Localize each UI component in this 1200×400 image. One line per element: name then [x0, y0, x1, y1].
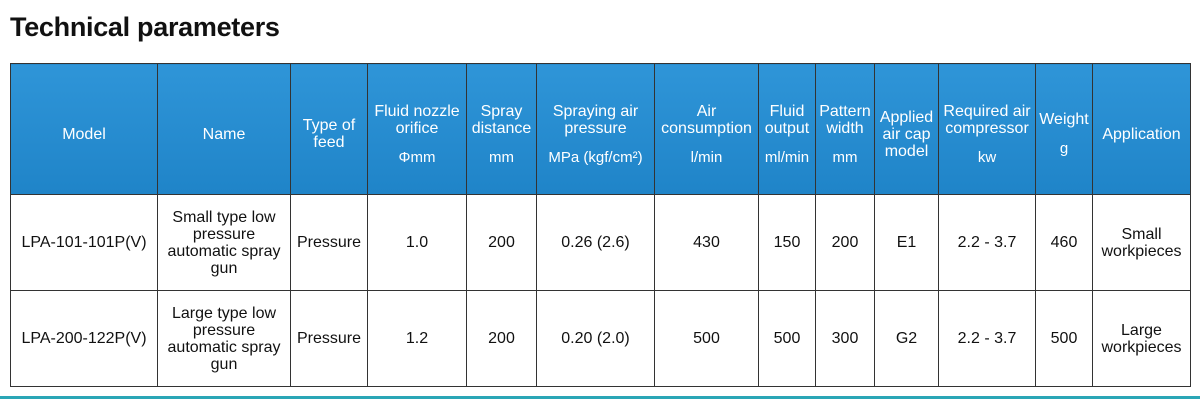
header-content: Pattern width mm	[818, 103, 872, 166]
column-header: Applied air cap model	[874, 63, 939, 195]
header-content: Spray distance mm	[469, 103, 534, 166]
table-cell: 1.0	[367, 194, 467, 291]
spec-table: Model Name Type of feed Fluid nozzle orific…	[10, 63, 1191, 387]
table-cell: 150	[758, 194, 816, 291]
header-content: Model	[13, 126, 155, 143]
column-header: Type of feed	[290, 63, 368, 195]
column-header: Application	[1092, 63, 1191, 195]
table-cell: Small type low pressure automatic spray …	[157, 194, 291, 291]
table-cell: 430	[654, 194, 759, 291]
header-content: Applied air cap model	[877, 109, 936, 160]
header-label: Spray distance	[471, 102, 532, 137]
footer-rule	[0, 396, 1200, 399]
column-header: Model	[10, 63, 158, 195]
table-cell: 0.26 (2.6)	[536, 194, 655, 291]
column-header: Spray distance mm	[466, 63, 537, 195]
table-cell: Large type low pressure automatic spray …	[157, 290, 291, 387]
header-unit: mm	[832, 148, 858, 166]
table-cell: 500	[758, 290, 816, 387]
table-cell: 300	[815, 290, 875, 387]
header-unit: g	[1059, 140, 1069, 157]
header-label: Weight	[1039, 111, 1089, 128]
header-label: Name	[202, 125, 246, 143]
table-row: LPA-101-101P(V) Small type low pressure a…	[10, 194, 1191, 291]
table-cell: Pressure	[290, 194, 368, 291]
header-unit: MPa (kgf/cm²)	[548, 148, 643, 166]
header-label: Application	[1102, 125, 1181, 143]
header-content: Required air compressor kw	[941, 103, 1033, 166]
table-cell: 200	[466, 290, 537, 387]
table-cell: G2	[874, 290, 939, 387]
header-content: Application	[1095, 126, 1188, 143]
table-cell: LPA-101-101P(V)	[10, 194, 158, 291]
header-content: Type of feed	[293, 117, 365, 151]
table-cell: 500	[654, 290, 759, 387]
header-content: Fluid output ml/min	[761, 103, 813, 166]
column-header: Air consumption l/min	[654, 63, 759, 195]
header-unit: kw	[977, 148, 997, 166]
header-content: Fluid nozzle orifice Φmm	[370, 103, 464, 166]
header-content: Air consumption l/min	[657, 103, 756, 166]
header-unit: Φmm	[398, 148, 436, 166]
table-cell: 200	[466, 194, 537, 291]
header-unit: mm	[489, 148, 514, 166]
header-content: Name	[160, 126, 288, 143]
column-header: Pattern width mm	[815, 63, 875, 195]
table-cell: E1	[874, 194, 939, 291]
header-unit: ml/min	[764, 148, 810, 166]
column-header: Fluid output ml/min	[758, 63, 816, 195]
table-cell: LPA-200-122P(V)	[10, 290, 158, 387]
header-content: Spraying air pressure MPa (kgf/cm²)	[539, 103, 652, 166]
table-cell: Pressure	[290, 290, 368, 387]
header-label: Fluid nozzle orifice	[374, 102, 460, 137]
header-row: Model Name Type of feed Fluid nozzle orific…	[10, 63, 1191, 195]
table-cell: 1.2	[367, 290, 467, 387]
header-label: Applied air cap model	[879, 108, 934, 160]
header-label: Fluid output	[764, 102, 810, 137]
table-cell: Small workpieces	[1092, 194, 1191, 291]
table-cell: 2.2 - 3.7	[938, 290, 1036, 387]
table-cell: 500	[1035, 290, 1093, 387]
header-label: Air consumption	[661, 102, 752, 137]
table-row: LPA-200-122P(V) Large type low pressure a…	[10, 290, 1191, 387]
table-cell: 460	[1035, 194, 1093, 291]
column-header: Weight g	[1035, 63, 1093, 195]
header-content: Weight g	[1038, 111, 1090, 157]
table-cell: 2.2 - 3.7	[938, 194, 1036, 291]
table-cell: 200	[815, 194, 875, 291]
table-cell: Large workpieces	[1092, 290, 1191, 387]
header-label: Required air compressor	[943, 102, 1031, 137]
column-header: Fluid nozzle orifice Φmm	[367, 63, 467, 195]
column-header: Name	[157, 63, 291, 195]
table-cell: 0.20 (2.0)	[536, 290, 655, 387]
header-unit: l/min	[690, 148, 723, 166]
header-label: Spraying air pressure	[552, 102, 639, 137]
header-label: Model	[62, 125, 106, 143]
column-header: Required air compressor kw	[938, 63, 1036, 195]
header-label: Pattern width	[819, 102, 871, 137]
page-title: Technical parameters	[10, 12, 280, 42]
header-label: Type of feed	[302, 117, 356, 151]
column-header: Spraying air pressure MPa (kgf/cm²)	[536, 63, 655, 195]
